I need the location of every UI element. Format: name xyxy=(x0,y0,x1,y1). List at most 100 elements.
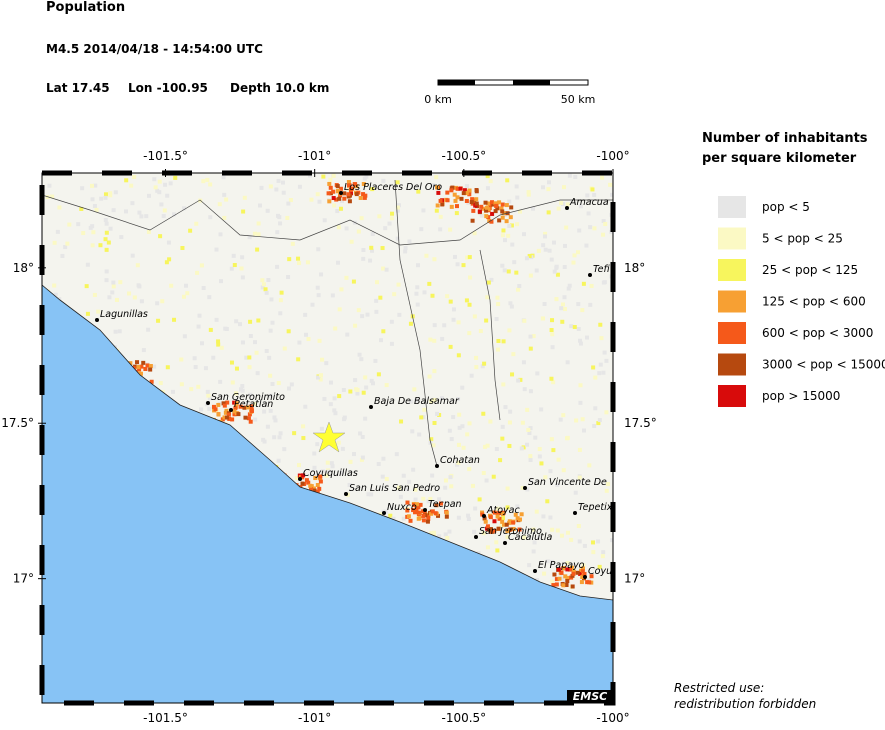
density-cell xyxy=(485,443,490,448)
density-cell xyxy=(259,185,264,190)
density-cell xyxy=(565,575,570,580)
density-cell xyxy=(392,292,397,297)
density-cell xyxy=(565,360,570,365)
density-cell xyxy=(148,367,153,372)
density-cell xyxy=(461,191,466,196)
city-label: San Geronimito xyxy=(211,392,285,403)
density-cell xyxy=(224,197,229,202)
density-cell xyxy=(208,182,213,187)
density-cell xyxy=(216,402,221,407)
density-cell xyxy=(468,275,473,280)
density-cell xyxy=(282,447,287,452)
density-cell xyxy=(327,199,332,204)
sea xyxy=(42,284,613,703)
density-cell xyxy=(445,294,450,299)
density-cell xyxy=(580,575,585,580)
density-cell xyxy=(428,496,433,501)
density-cell xyxy=(414,507,419,512)
density-cell xyxy=(303,404,308,409)
density-cell xyxy=(540,185,545,190)
density-cell xyxy=(593,406,598,411)
density-cell xyxy=(508,527,513,532)
density-cell xyxy=(517,284,522,289)
density-cell xyxy=(200,341,205,346)
density-cell xyxy=(278,311,283,316)
density-cell xyxy=(240,255,245,260)
density-cell xyxy=(149,379,154,384)
density-cell xyxy=(218,279,223,284)
density-cell xyxy=(256,221,261,226)
city-label: Tepetix xyxy=(578,502,613,513)
density-cell xyxy=(380,474,385,479)
density-cell xyxy=(277,435,282,440)
legend-swatch xyxy=(718,196,746,218)
density-cell xyxy=(370,187,375,192)
density-cell xyxy=(370,232,375,237)
density-cell xyxy=(427,374,432,379)
density-cell xyxy=(403,249,408,254)
density-cell xyxy=(604,410,609,415)
density-cell xyxy=(578,204,583,209)
density-cell xyxy=(278,298,283,303)
density-cell xyxy=(361,192,366,197)
density-cell xyxy=(153,185,158,190)
density-cell xyxy=(162,208,167,213)
density-cell xyxy=(432,338,437,343)
density-cell xyxy=(571,571,576,576)
density-cell xyxy=(525,442,530,447)
density-cell xyxy=(445,535,450,540)
scale-end: 50 km xyxy=(561,93,596,106)
density-cell xyxy=(242,405,247,410)
density-cell xyxy=(286,201,291,206)
density-cell xyxy=(528,478,533,483)
density-cell xyxy=(81,231,86,236)
density-cell xyxy=(246,416,251,421)
density-cell xyxy=(85,262,90,267)
density-cell xyxy=(201,179,206,184)
density-cell xyxy=(387,221,392,226)
density-cell xyxy=(447,428,452,433)
density-cell xyxy=(262,409,267,414)
density-cell xyxy=(511,520,516,525)
density-cell xyxy=(155,188,160,193)
density-cell xyxy=(464,298,469,303)
density-cell xyxy=(152,364,157,369)
density-cell xyxy=(394,452,399,457)
density-cell xyxy=(451,317,456,322)
density-cell xyxy=(532,540,537,545)
density-cell xyxy=(320,357,325,362)
density-cell xyxy=(425,519,430,524)
density-cell xyxy=(429,399,434,404)
density-cell xyxy=(504,203,509,208)
density-cell xyxy=(499,206,504,211)
density-cell xyxy=(551,448,556,453)
legend-title: Number of inhabitants xyxy=(702,131,868,146)
density-cell xyxy=(179,382,184,387)
density-cell xyxy=(413,497,418,502)
density-cell xyxy=(130,253,135,258)
density-cell xyxy=(485,205,490,210)
density-cell xyxy=(257,203,262,208)
map: Los Placeres Del Oro Amacua Tefi Lagunillas… xyxy=(42,173,613,703)
density-cell xyxy=(467,255,472,260)
density-cell xyxy=(550,527,555,532)
density-cell xyxy=(315,489,320,494)
density-cell xyxy=(407,239,412,244)
density-cell xyxy=(493,201,498,206)
city-label: Coyuquillas xyxy=(303,468,358,479)
density-cell xyxy=(364,385,369,390)
density-cell xyxy=(588,302,593,307)
density-cell xyxy=(317,338,322,343)
density-cell xyxy=(558,417,563,422)
density-cell xyxy=(507,224,512,229)
density-cell xyxy=(248,334,253,339)
density-cell xyxy=(389,341,394,346)
density-cell xyxy=(501,382,506,387)
density-cell xyxy=(370,248,375,253)
density-cell xyxy=(383,509,388,514)
density-cell xyxy=(381,178,386,183)
density-cell xyxy=(578,571,583,576)
density-cell xyxy=(431,443,436,448)
density-cell xyxy=(84,284,89,289)
density-cell xyxy=(474,188,479,193)
